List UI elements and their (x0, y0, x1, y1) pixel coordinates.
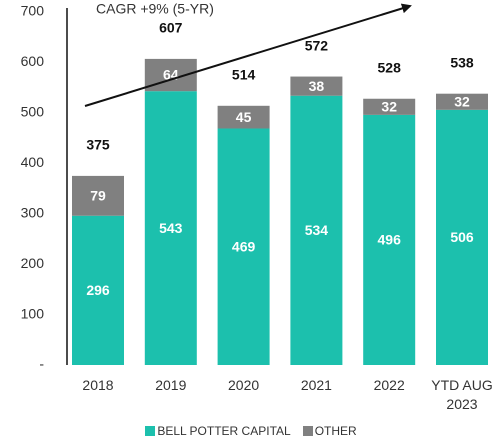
bar-segment (363, 98, 416, 115)
legend-label: BELL POTTER CAPITAL (157, 424, 291, 438)
x-tick-label: 2022 (373, 377, 405, 393)
bar-segment (217, 128, 270, 365)
x-tick-label: YTD AUG 2023 (431, 377, 493, 412)
x-tick-label: 2019 (155, 377, 187, 393)
value-label: 45 (236, 109, 252, 125)
value-label: 543 (159, 220, 183, 236)
value-label: 506 (450, 229, 474, 245)
bar-segment (290, 95, 343, 365)
value-label: 496 (378, 232, 402, 248)
total-label: 572 (305, 37, 329, 53)
y-tick-label: 700 (21, 3, 45, 19)
value-label: 534 (305, 222, 329, 238)
bar-segment (436, 109, 488, 366)
y-tick-label: 100 (21, 305, 45, 321)
y-tick-label: 400 (21, 154, 45, 170)
x-tick-label: 2021 (300, 377, 332, 393)
legend-item: BELL POTTER CAPITAL (145, 424, 291, 438)
total-label: 375 (86, 137, 110, 153)
y-tick-label: 600 (21, 53, 45, 69)
value-label: 296 (86, 282, 110, 298)
trend-arrow (84, 3, 412, 107)
x-tick-label: 2020 (228, 377, 260, 393)
total-label: 607 (159, 20, 183, 36)
legend: BELL POTTER CAPITAL OTHER (0, 424, 502, 438)
y-tick-label: 200 (21, 255, 45, 271)
legend-swatch (145, 426, 156, 436)
bar-segment (290, 76, 343, 96)
annotation: CAGR +9% (5-YR) (96, 1, 214, 17)
bar-segment (72, 215, 124, 365)
total-label: 528 (378, 59, 402, 75)
legend-label: OTHER (314, 424, 357, 438)
y-tick-label: 500 (21, 104, 45, 120)
total-label: 538 (450, 54, 474, 70)
legend-swatch (302, 426, 313, 436)
value-label: 79 (90, 188, 106, 204)
value-label: 469 (232, 238, 256, 254)
bar-segment (436, 93, 488, 110)
bar-segment (217, 105, 270, 129)
bar-segment (363, 114, 416, 365)
legend-item: OTHER (302, 424, 357, 438)
bar-segment (72, 175, 124, 216)
value-label: 38 (309, 78, 325, 94)
total-label: 514 (232, 67, 256, 83)
x-tick-label: 2018 (82, 377, 114, 393)
bar-segment (144, 91, 197, 366)
value-label: 32 (381, 99, 397, 115)
y-tick-label: 300 (21, 204, 45, 220)
value-label: 32 (454, 93, 470, 109)
y-tick-label: - (39, 356, 44, 372)
